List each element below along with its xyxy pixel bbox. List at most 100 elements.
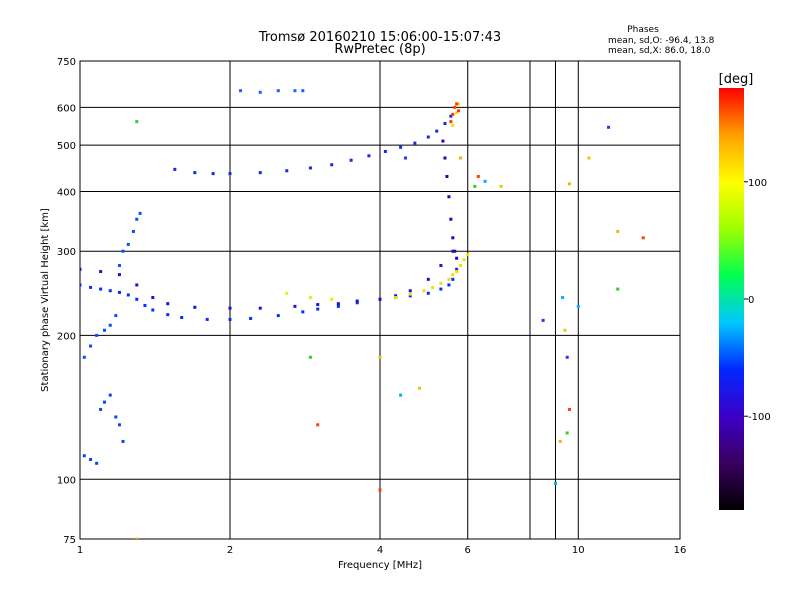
echo-point bbox=[435, 129, 439, 133]
echo-point bbox=[193, 305, 197, 309]
echo-point bbox=[607, 125, 611, 129]
echo-point bbox=[439, 281, 443, 285]
echo-point bbox=[228, 306, 232, 310]
echo-point bbox=[135, 283, 139, 287]
echo-point bbox=[483, 179, 487, 183]
echo-point bbox=[82, 454, 86, 458]
echo-point bbox=[447, 277, 451, 281]
echo-point bbox=[117, 264, 121, 268]
echo-point bbox=[457, 102, 461, 106]
echo-point bbox=[558, 439, 562, 443]
echo-point bbox=[383, 149, 387, 153]
echo-point bbox=[458, 156, 462, 160]
echo-point bbox=[587, 156, 591, 160]
y-tick-label: 400 bbox=[57, 187, 76, 198]
echo-point bbox=[166, 313, 170, 317]
echo-point bbox=[355, 299, 359, 303]
echo-point bbox=[301, 89, 305, 93]
echo-point bbox=[135, 120, 139, 124]
echo-point bbox=[239, 89, 243, 93]
echo-point bbox=[108, 323, 112, 327]
echo-point bbox=[443, 122, 447, 126]
echo-point bbox=[173, 167, 177, 171]
colorbar-tick-label: 100 bbox=[748, 178, 767, 189]
stats-x-line: mean, sd,X: 86.0, 18.0 bbox=[608, 46, 711, 56]
echo-point bbox=[399, 393, 403, 397]
echo-point bbox=[193, 171, 197, 175]
echo-point bbox=[553, 481, 557, 485]
stats-o-line: mean, sd,O: -96.4, 13.8 bbox=[608, 36, 715, 46]
x-tick-label: 10 bbox=[572, 545, 585, 556]
echo-point bbox=[258, 306, 262, 310]
colorbar-label: [deg] bbox=[719, 72, 754, 87]
echo-point bbox=[131, 229, 135, 233]
echo-point bbox=[330, 297, 334, 301]
echo-point bbox=[426, 291, 430, 295]
echo-point bbox=[439, 264, 443, 268]
echo-point bbox=[567, 407, 571, 411]
echo-point bbox=[117, 273, 121, 277]
y-tick-label: 750 bbox=[57, 57, 76, 68]
echo-point bbox=[258, 171, 262, 175]
echo-point bbox=[447, 195, 451, 199]
echo-point bbox=[457, 109, 461, 113]
echo-point bbox=[117, 290, 121, 294]
plot-area bbox=[79, 60, 681, 540]
echo-point bbox=[336, 302, 340, 306]
echo-point bbox=[103, 328, 107, 332]
echo-point bbox=[316, 303, 320, 307]
y-tick-label: 200 bbox=[57, 331, 76, 342]
echo-point bbox=[576, 304, 580, 308]
y-tick-label: 100 bbox=[57, 475, 76, 486]
echo-point bbox=[99, 287, 103, 291]
echo-point bbox=[126, 242, 130, 246]
echo-point bbox=[135, 217, 139, 221]
echo-point bbox=[285, 291, 289, 295]
echo-point bbox=[451, 236, 455, 240]
echo-point bbox=[151, 308, 155, 312]
echo-point bbox=[641, 236, 645, 240]
echo-point bbox=[451, 249, 455, 253]
x-axis-label: Frequency [MHz] bbox=[338, 560, 422, 571]
echo-point bbox=[455, 270, 459, 274]
echo-point bbox=[89, 344, 93, 348]
echo-point bbox=[441, 139, 445, 143]
echo-point bbox=[378, 488, 382, 492]
echo-point bbox=[308, 355, 312, 359]
echo-point bbox=[117, 423, 121, 427]
echo-point bbox=[95, 333, 99, 337]
echo-point bbox=[439, 287, 443, 291]
echo-point bbox=[228, 172, 232, 176]
echo-point bbox=[417, 386, 421, 390]
echo-point bbox=[455, 256, 459, 260]
echo-point bbox=[451, 277, 455, 281]
echo-point bbox=[114, 314, 118, 318]
echo-point bbox=[180, 315, 184, 319]
echo-point bbox=[499, 184, 503, 188]
echo-point bbox=[403, 156, 407, 160]
echo-point bbox=[89, 457, 93, 461]
colorbar-ticks: 100 0 -100 bbox=[744, 178, 771, 423]
echo-point bbox=[449, 114, 453, 118]
y-tick-label: 600 bbox=[57, 103, 76, 114]
echo-point bbox=[616, 229, 620, 233]
y-tick-label: 75 bbox=[63, 535, 76, 546]
echo-point bbox=[453, 249, 457, 253]
echo-point bbox=[378, 297, 382, 301]
echo-point bbox=[473, 184, 477, 188]
echo-point bbox=[121, 249, 125, 253]
echo-point bbox=[394, 296, 398, 300]
echo-point bbox=[445, 174, 449, 178]
echo-point bbox=[228, 317, 232, 321]
echo-point bbox=[451, 123, 455, 127]
echo-point bbox=[458, 264, 462, 268]
echo-point bbox=[408, 294, 412, 298]
echo-point bbox=[249, 316, 253, 320]
echo-point bbox=[449, 120, 453, 124]
echo-point bbox=[567, 182, 571, 186]
echo-point bbox=[82, 355, 86, 359]
echo-point bbox=[336, 304, 340, 308]
echo-points bbox=[80, 89, 645, 539]
echo-point bbox=[108, 393, 112, 397]
y-tick-label: 300 bbox=[57, 247, 76, 258]
